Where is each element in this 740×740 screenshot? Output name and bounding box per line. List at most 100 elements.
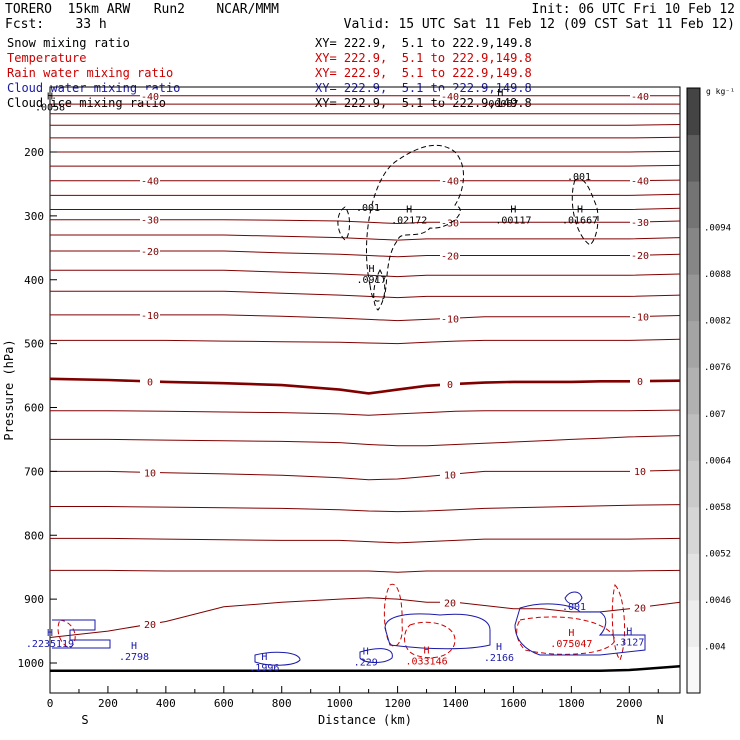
isotherm-label-bg — [440, 312, 460, 324]
snow-max-h: H — [510, 205, 516, 216]
field-name-cloud-ice: Cloud ice mixing ratio — [7, 96, 166, 110]
isotherm-label-bg — [140, 245, 160, 257]
cloud-water-max-label: .2798 — [119, 652, 149, 663]
isotherm-label: -40 — [441, 177, 459, 188]
x-tick-label: 200 — [98, 697, 118, 710]
plot-frame — [49, 86, 681, 694]
header-line2-right: Valid: 15 UTC Sat 11 Feb 12 (09 CST Sat … — [344, 17, 735, 32]
isotherm-label: 0 — [147, 377, 153, 388]
isotherm-label-bg — [140, 375, 160, 387]
snow-contour — [373, 268, 386, 311]
x-tick-label: 1800 — [558, 697, 585, 710]
cloud-water-contour — [254, 651, 301, 666]
y-tick-label: 600 — [24, 402, 44, 415]
x-tick-label: 400 — [156, 697, 176, 710]
isotherm-label: -40 — [441, 92, 459, 103]
cloud-water-max-label: .2166 — [484, 653, 514, 664]
rain-max-label: .075047 — [550, 639, 592, 650]
isotherm-label-bg — [630, 89, 650, 101]
cloud-water-contour — [514, 603, 646, 656]
colorbar-swatch — [687, 274, 700, 322]
snow-contour — [571, 178, 599, 246]
ice-max-h: H — [47, 92, 53, 103]
isotherm-label-bg — [630, 465, 650, 477]
cloud-water-max-label: .3127 — [614, 637, 644, 648]
y-tick-label: 1000 — [18, 657, 45, 670]
isotherm-label-bg — [440, 378, 460, 390]
colorbar-swatch — [687, 646, 700, 694]
colorbar-swatch — [687, 599, 700, 647]
field-xy-temperature: XY= 222.9, 5.1 to 222.9,149.8 — [315, 51, 532, 65]
isotherm-label: -10 — [441, 314, 459, 325]
y-tick-label: 500 — [24, 338, 44, 351]
colorbar-tick-label: .0052 — [704, 549, 731, 559]
cloud-water-max-h: H — [131, 641, 137, 652]
isotherm-label: 20 — [444, 598, 456, 609]
rain-contour — [383, 583, 403, 647]
snow-contour — [337, 206, 350, 241]
maxima-markers: H.02172H.00117H.01667H.0917H.0058H.00067… — [26, 88, 644, 674]
cloud-water-max-h: H — [47, 628, 53, 639]
y-tick-label: 400 — [24, 274, 44, 287]
snow-contour-label: .001 — [567, 172, 591, 183]
isotherm-line — [50, 290, 681, 299]
ice-max-label: .0058 — [35, 103, 65, 114]
cloud-water-contour-label: .001 — [562, 602, 586, 613]
surface-pressure-line — [50, 664, 681, 672]
isotherm-label-bg — [630, 375, 650, 387]
isotherm-label: -10 — [141, 311, 159, 322]
isotherm-label: 10 — [144, 468, 156, 479]
colorbar-tick-label: .0088 — [704, 270, 731, 280]
isotherm-line — [50, 234, 681, 241]
isotherm-line — [50, 409, 681, 416]
colorbar-swatch — [687, 88, 700, 136]
isotherm-label-bg — [630, 215, 650, 227]
isotherm-label: -40 — [631, 177, 649, 188]
isotherm-label: -20 — [631, 251, 649, 262]
temperature-isotherms: -40 -40 -40 -40 -40 -40 -30 -30 -30 -20 -20 -20 -10 -… — [49, 89, 681, 638]
ice-max-label: .0917 — [356, 275, 386, 286]
x-tick-label: 1600 — [500, 697, 527, 710]
rain-contour — [404, 621, 456, 659]
isotherm-line — [50, 136, 681, 139]
colorbar-swatch — [687, 227, 700, 275]
cloud-water-max-h: H — [626, 626, 632, 637]
isotherm-line — [50, 193, 681, 196]
isotherm-line — [50, 469, 681, 481]
isotherm-line — [50, 314, 681, 322]
axes: 0 200 400 600 800 1000 1200 1400 1600 1800 2000200… — [18, 146, 659, 710]
cloud-water-max-h: H — [261, 652, 267, 663]
colorbar-tick-label: .0046 — [704, 596, 731, 606]
isotherm-line — [50, 269, 681, 278]
colorbar-tick-label: .004 — [704, 642, 726, 652]
header-line1-left: TORERO 15km ARW Run2 NCAR/MMM — [5, 2, 279, 17]
ice-max-h: H — [369, 264, 375, 275]
isotherm-line — [49, 377, 681, 395]
isotherm-line — [50, 435, 681, 447]
x-tick-label: 1000 — [326, 697, 353, 710]
y-tick-label: 700 — [24, 465, 44, 478]
field-name-rain: Rain water mixing ratio — [7, 66, 173, 80]
colorbar-swatch — [687, 506, 700, 554]
isotherm-line — [50, 124, 681, 126]
cloud-water-max-label: .2235119 — [26, 639, 74, 650]
snow-max-h: H — [406, 205, 412, 216]
isotherm-label-bg — [140, 618, 160, 630]
colorbar-frame — [686, 87, 701, 694]
isotherm-line — [50, 537, 681, 544]
snow-max-label: .02172 — [391, 216, 427, 227]
isotherm-label-bg — [440, 249, 460, 261]
isotherm-label-bg — [140, 89, 160, 101]
cloud-water-contour — [564, 591, 583, 605]
isotherm-label: -30 — [631, 218, 649, 229]
isotherm-label-bg — [630, 310, 650, 322]
isotherm-label-bg — [140, 466, 160, 478]
header-line1-right: Init: 06 UTC Fri 10 Feb 12 — [532, 2, 736, 17]
x-end-label-left: S — [81, 713, 88, 727]
x-tick-label: 0 — [47, 697, 54, 710]
isotherm-label-bg — [630, 174, 650, 186]
rain-max-h: H — [568, 628, 574, 639]
isotherm-line — [50, 338, 681, 345]
isotherm-label: 0 — [447, 380, 453, 391]
isotherm-label: 20 — [634, 603, 646, 614]
